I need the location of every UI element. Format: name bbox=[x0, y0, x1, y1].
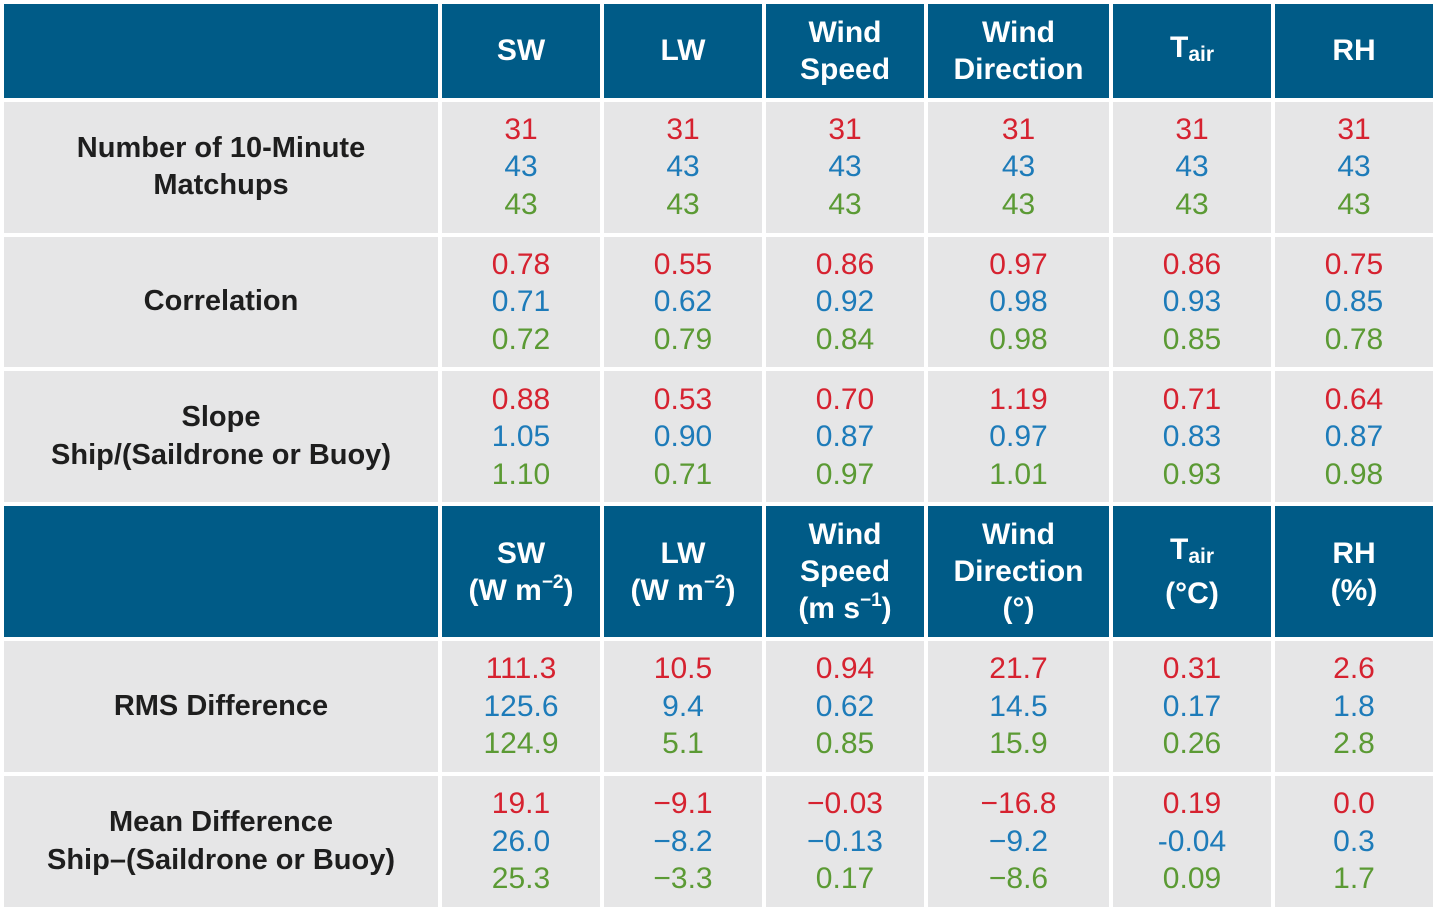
cell-matchups-wind-speed: 31 43 43 bbox=[766, 101, 924, 233]
header-row-top: SW LW Wind Speed Wind Direction Tair RH bbox=[4, 4, 1433, 98]
cell-mean-lw: −9.1 −8.2 −3.3 bbox=[604, 776, 762, 907]
row-label-slope: Slope Ship/(Saildrone or Buoy) bbox=[4, 371, 438, 503]
cell-slope-tair: 0.71 0.83 0.93 bbox=[1113, 371, 1271, 503]
cell-rms-sw: 111.3 125.6 124.9 bbox=[442, 641, 600, 773]
cell-rms-lw: 10.5 9.4 5.1 bbox=[604, 641, 762, 773]
cell-rms-wind-direction: 21.7 14.5 15.9 bbox=[928, 641, 1109, 773]
header-sw: SW bbox=[442, 4, 600, 98]
cell-slope-rh: 0.64 0.87 0.98 bbox=[1275, 371, 1433, 503]
cell-correlation-rh: 0.75 0.85 0.78 bbox=[1275, 236, 1433, 368]
cell-rms-tair: 0.31 0.17 0.26 bbox=[1113, 641, 1271, 773]
row-mean-difference: Mean Difference Ship–(Saildrone or Buoy)… bbox=[4, 776, 1433, 907]
cell-matchups-tair: 31 43 43 bbox=[1113, 101, 1271, 233]
header-wind-direction: Wind Direction bbox=[928, 4, 1109, 98]
cell-slope-lw: 0.53 0.90 0.71 bbox=[604, 371, 762, 503]
header-row-bottom: SW (W m−2) LW (W m−2) Wind Speed (m s−1)… bbox=[4, 506, 1433, 638]
header-tair-units: Tair (°C) bbox=[1113, 506, 1271, 638]
cell-mean-wind-speed: −0.03 −0.13 0.17 bbox=[766, 776, 924, 907]
cell-matchups-sw: 31 43 43 bbox=[442, 101, 600, 233]
cell-slope-sw: 0.88 1.05 1.10 bbox=[442, 371, 600, 503]
header-sw-units: SW (W m−2) bbox=[442, 506, 600, 638]
row-label-matchups: Number of 10-Minute Matchups bbox=[4, 101, 438, 233]
cell-correlation-wind-speed: 0.86 0.92 0.84 bbox=[766, 236, 924, 368]
cell-slope-wind-direction: 1.19 0.97 1.01 bbox=[928, 371, 1109, 503]
header-lw-units: LW (W m−2) bbox=[604, 506, 762, 638]
row-slope: Slope Ship/(Saildrone or Buoy) 0.88 1.05 1… bbox=[4, 371, 1433, 503]
cell-matchups-rh: 31 43 43 bbox=[1275, 101, 1433, 233]
cell-correlation-wind-direction: 0.97 0.98 0.98 bbox=[928, 236, 1109, 368]
cell-rms-wind-speed: 0.94 0.62 0.85 bbox=[766, 641, 924, 773]
cell-matchups-wind-direction: 31 43 43 bbox=[928, 101, 1109, 233]
header-wind-direction-units: Wind Direction (°) bbox=[928, 506, 1109, 638]
header-rh: RH bbox=[1275, 4, 1433, 98]
cell-slope-wind-speed: 0.70 0.87 0.97 bbox=[766, 371, 924, 503]
cell-mean-wind-direction: −16.8 −9.2 −8.6 bbox=[928, 776, 1109, 907]
header-corner-bottom bbox=[4, 506, 438, 638]
header-corner-top bbox=[4, 4, 438, 98]
row-rms-difference: RMS Difference 111.3 125.6 124.9 10.5 9.4 5.… bbox=[4, 641, 1433, 773]
header-rh-units: RH (%) bbox=[1275, 506, 1433, 638]
row-matchups: Number of 10-Minute Matchups 31 43 43 31 43… bbox=[4, 101, 1433, 233]
row-correlation: Correlation 0.78 0.71 0.72 0.55 0.62 0.79 0.… bbox=[4, 236, 1433, 368]
cell-mean-tair: 0.19 -0.04 0.09 bbox=[1113, 776, 1271, 907]
header-tair: Tair bbox=[1113, 4, 1271, 98]
cell-correlation-lw: 0.55 0.62 0.79 bbox=[604, 236, 762, 368]
header-wind-speed-units: Wind Speed (m s−1) bbox=[766, 506, 924, 638]
cell-correlation-tair: 0.86 0.93 0.85 bbox=[1113, 236, 1271, 368]
row-label-correlation: Correlation bbox=[4, 236, 438, 368]
cell-correlation-sw: 0.78 0.71 0.72 bbox=[442, 236, 600, 368]
cell-matchups-lw: 31 43 43 bbox=[604, 101, 762, 233]
row-label-rms-difference: RMS Difference bbox=[4, 641, 438, 773]
row-label-mean-difference: Mean Difference Ship–(Saildrone or Buoy) bbox=[4, 776, 438, 907]
header-wind-speed: Wind Speed bbox=[766, 4, 924, 98]
cell-mean-sw: 19.1 26.0 25.3 bbox=[442, 776, 600, 907]
cell-rms-rh: 2.6 1.8 2.8 bbox=[1275, 641, 1433, 773]
header-lw: LW bbox=[604, 4, 762, 98]
cell-mean-rh: 0.0 0.3 1.7 bbox=[1275, 776, 1433, 907]
